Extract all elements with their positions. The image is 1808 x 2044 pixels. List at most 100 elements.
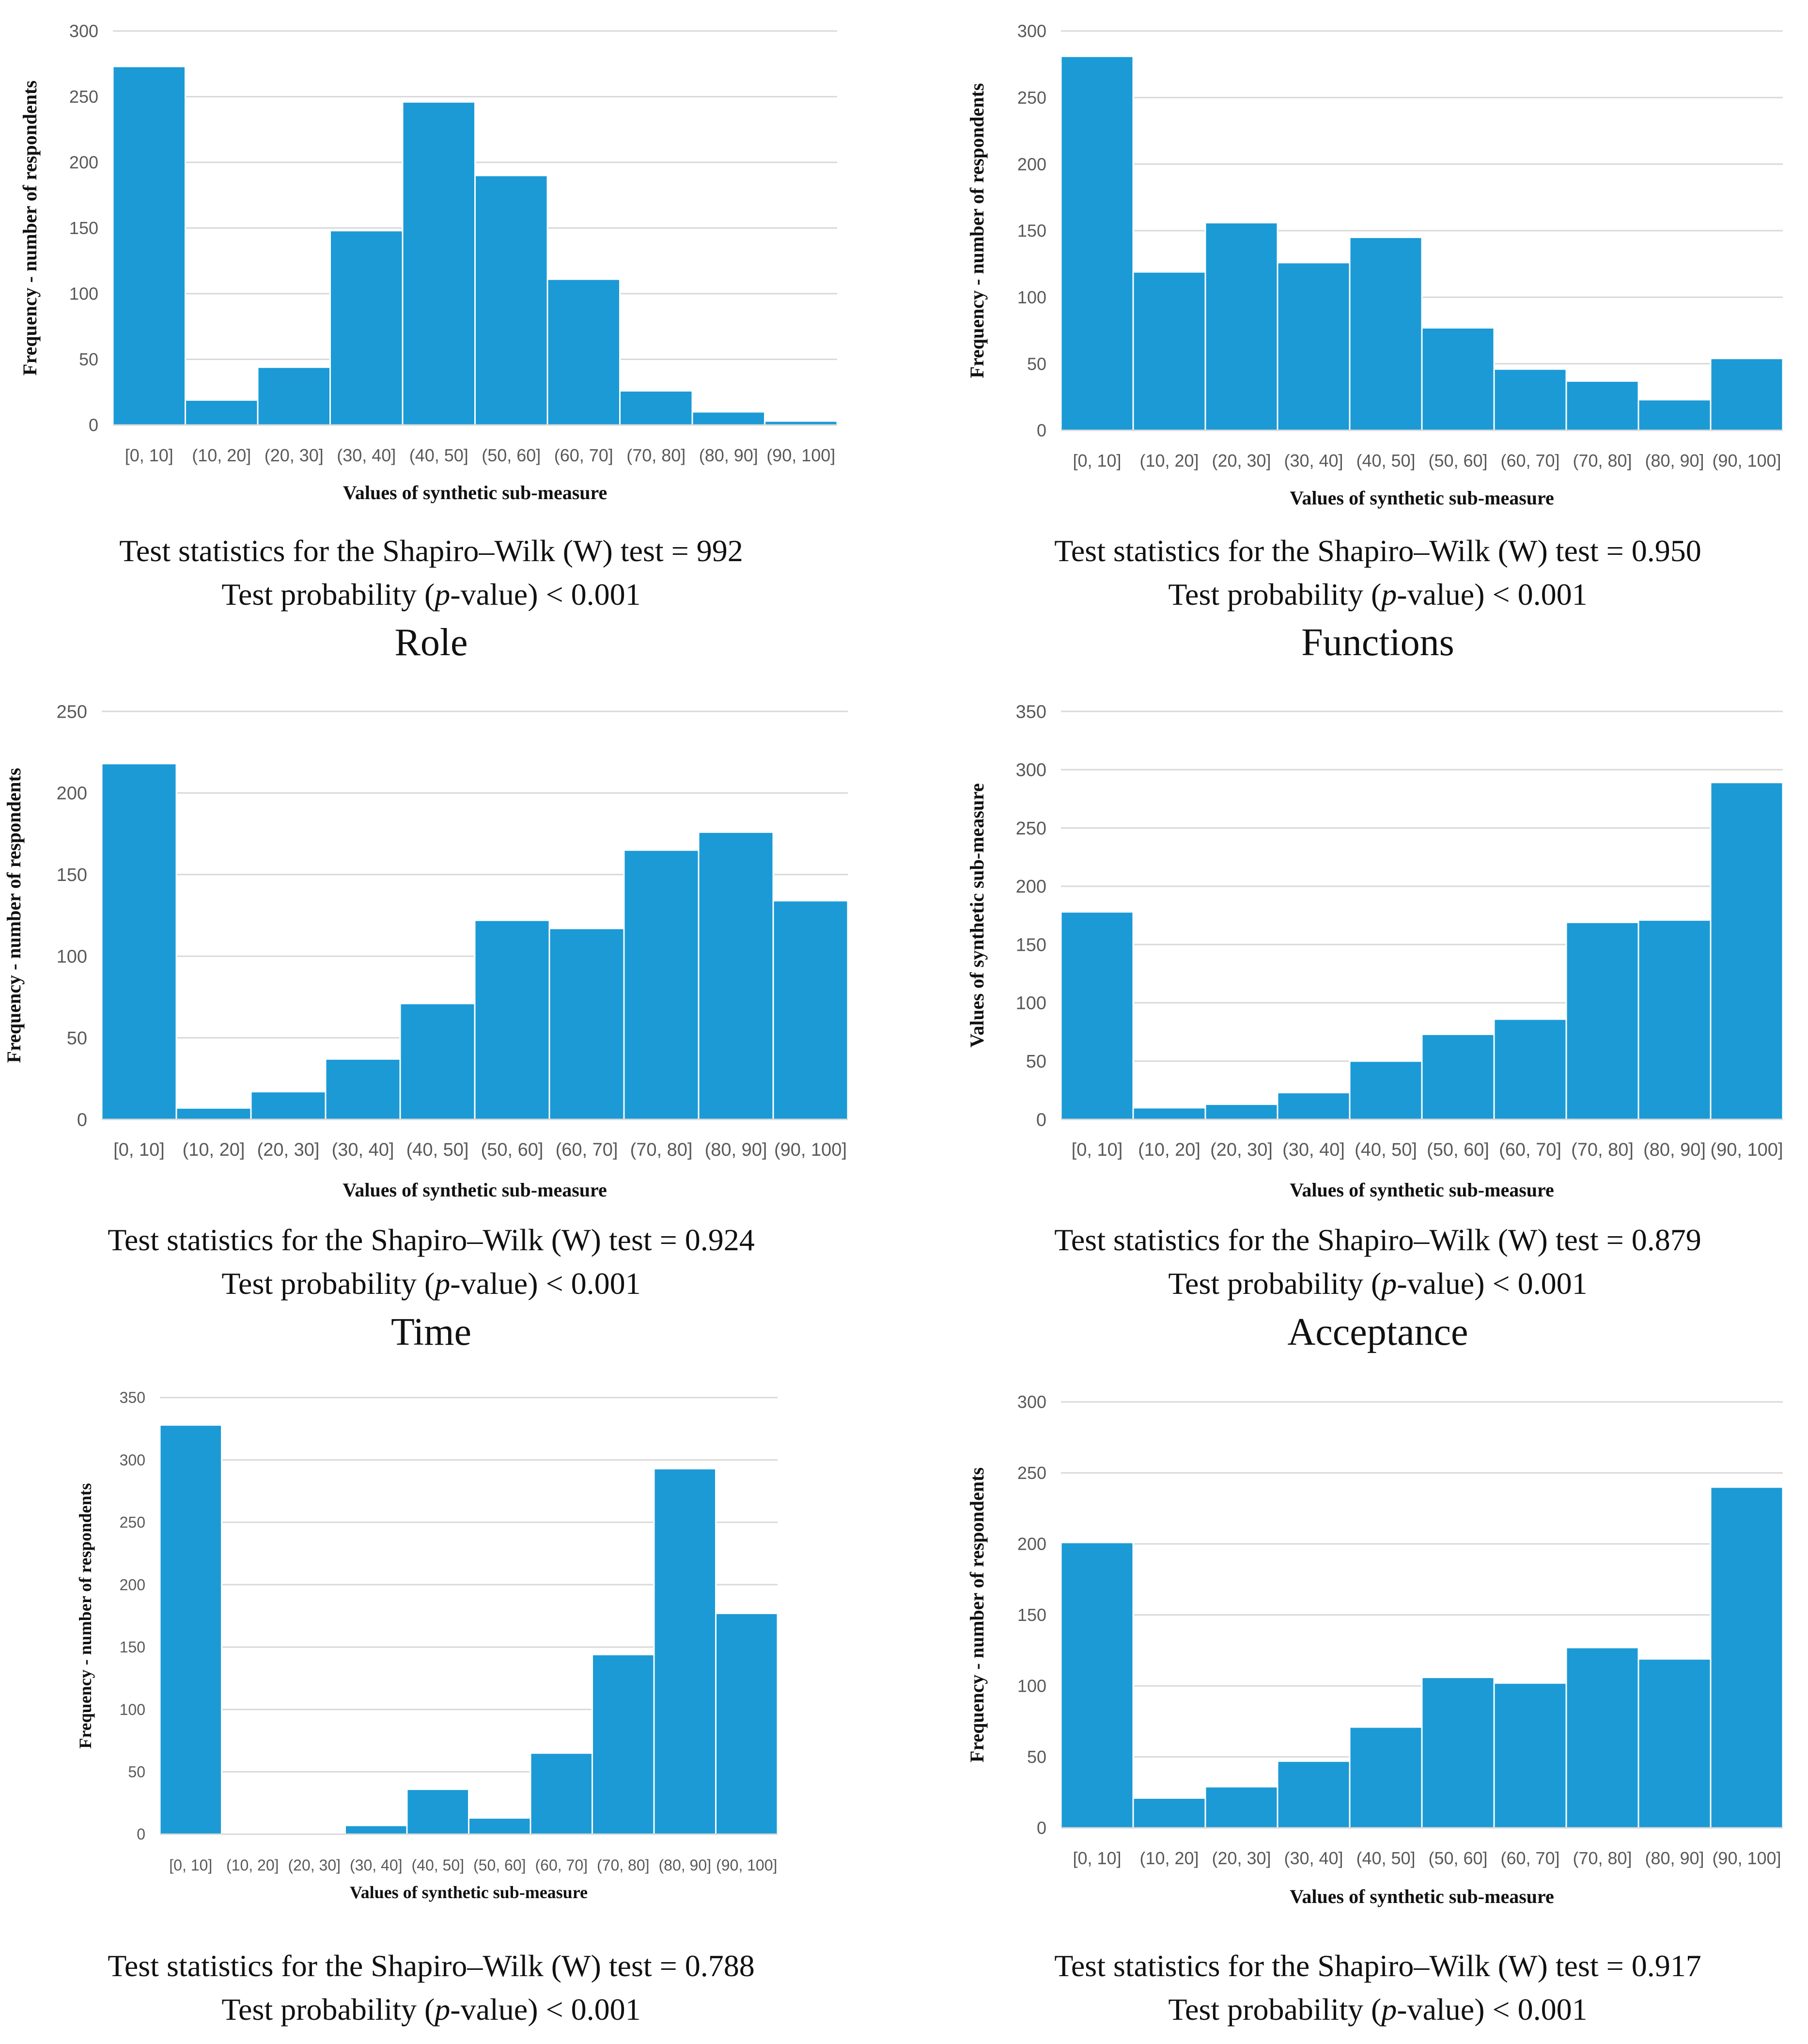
x-axis-title: Values of synthetic sub-measure [1290,487,1554,509]
histogram-panel-5: 0 50 100 150 200 250 300 350 [0, 10] (10, 20] (20,… [76,1389,779,2027]
histogram-panel-2: 0 50 100 150 200 250 300 [0, 10] (10, 20] (20, 30… [966,21,1784,664]
y-tick-label: 50 [67,1028,87,1049]
x-tick-label: [0, 10] [1073,451,1121,471]
x-tick-label: (90, 100] [1712,1848,1781,1868]
histogram-bar [402,101,476,426]
x-tick-label: (30, 40] [1282,1140,1345,1160]
x-tick-label: (30, 40] [350,1856,403,1874]
y-tick-label: 300 [120,1451,145,1469]
y-tick-label: 0 [137,1825,145,1843]
x-tick-label: (90, 100] [774,1140,847,1160]
histogram-panel-1: 0 50 100 150 200 250 300 [0, 10] (10, 20] (20, 30… [19,21,838,664]
sub-measure-caption: Role [394,621,468,664]
histogram-bar [691,411,765,426]
y-tick-label: 200 [1016,877,1046,897]
x-tick-label: (80, 90] [1643,1140,1706,1160]
x-tick-label: (20, 30] [265,445,324,465]
x-tick-label: (80, 90] [658,1856,711,1874]
x-tick-label: (40, 50] [406,1140,469,1160]
y-tick-label: 250 [69,87,98,107]
histogram-bar [546,278,621,426]
histogram-bar [1132,1797,1206,1829]
histogram-bar [474,174,548,426]
histogram-bar [1060,911,1134,1120]
shapiro-wilk-statistic: Test statistics for the Shapiro–Wilk (W)… [1054,534,1701,568]
x-axis-title: Values of synthetic sub-measure [1290,1886,1554,1907]
x-tick-label: (50, 60] [1428,451,1487,471]
histogram-bar [325,1058,401,1120]
y-tick-label: 250 [57,702,87,722]
histogram-panel-6: 0 50 100 150 200 250 300 [0, 10] (10, 20] (20, 30… [966,1392,1784,2027]
y-tick-label: 200 [69,153,98,173]
x-tick-label: (50, 60] [1427,1140,1489,1160]
histogram-bar [698,831,774,1120]
y-tick-label: 100 [1017,287,1046,307]
histogram-bar [530,1752,593,1835]
p-value-statement: Test probability (p-value) < 0.001 [221,1992,640,2027]
y-tick-label: 250 [1017,88,1046,108]
x-axis-title: Values of synthetic sub-measure [350,1883,588,1902]
y-tick-label: 200 [1017,154,1046,174]
histogram-bar [1204,222,1278,431]
x-tick-label: [0, 10] [1072,1140,1123,1160]
histogram-bar [1637,1658,1712,1829]
x-tick-label: (80, 90] [705,1140,767,1160]
shapiro-wilk-statistic: Test statistics for the Shapiro–Wilk (W)… [108,1949,754,1983]
y-tick-label: 150 [1016,935,1046,955]
x-tick-label: (30, 40] [1284,1848,1343,1868]
histogram-bar [1349,1726,1423,1829]
histogram-bar [1277,1760,1351,1829]
x-tick-label: (60, 70] [1499,1140,1561,1160]
x-tick-label: [0, 10] [169,1856,212,1874]
y-tick-label: 300 [1016,760,1046,781]
sub-measure-caption: Functions [1301,621,1454,664]
y-tick-label: 350 [1016,702,1046,722]
y-tick-label: 100 [1016,993,1046,1014]
y-tick-label: 150 [1017,221,1046,241]
x-axis-title: Values of synthetic sub-measure [1290,1179,1554,1201]
p-value-statement: Test probability (p-value) < 0.001 [1168,1992,1587,2027]
histogram-bar [1349,236,1423,431]
x-tick-label: (10, 20] [192,445,251,465]
histogram-bar [101,763,177,1120]
y-axis-title: Frequency - number of respondents [19,80,41,376]
x-tick-label: (10, 20] [183,1140,245,1160]
y-tick-label: 150 [1017,1605,1046,1625]
histogram-bar [548,928,625,1120]
histogram-bar [1060,55,1134,431]
x-tick-label: (20, 30] [288,1856,341,1874]
histogram-bar [772,900,849,1120]
histogram-bar [344,1824,408,1835]
histogram-bar [175,1107,252,1120]
x-tick-label: (70, 80] [1573,1848,1632,1868]
histogram-bar [1710,358,1784,431]
x-tick-label: (60, 70] [1500,1848,1559,1868]
x-tick-label: (10, 20] [1139,451,1199,471]
histogram-bar [653,1468,717,1835]
x-tick-label: (70, 80] [626,445,686,465]
histogram-bar [329,230,404,426]
histogram-bar [592,1653,655,1835]
histogram-bar [1277,262,1351,431]
y-tick-label: 200 [1017,1534,1046,1554]
x-tick-label: (90, 100] [766,445,835,465]
histogram-bar [1710,1486,1784,1829]
x-tick-label: [0, 10] [125,445,173,465]
x-tick-label: (70, 80] [1571,1140,1634,1160]
x-tick-label: (40, 50] [1356,451,1415,471]
histogram-bar [1565,1647,1639,1829]
x-tick-label: (10, 20] [1139,1848,1199,1868]
p-value-statement: Test probability (p-value) < 0.001 [1168,577,1587,612]
x-tick-label: (90, 100] [716,1856,777,1874]
y-tick-label: 50 [1026,1052,1046,1072]
y-tick-label: 250 [1016,818,1046,839]
x-tick-label: (50, 60] [473,1856,526,1874]
x-tick-label: [0, 10] [113,1140,165,1160]
x-tick-label: (70, 80] [1573,451,1632,471]
y-tick-label: 0 [89,415,98,435]
histogram-bar [1565,380,1639,431]
x-tick-label: (40, 50] [411,1856,464,1874]
histogram-bar [468,1817,531,1835]
y-axis-title: Frequency - number of respondents [966,83,988,378]
x-tick-label: (10, 20] [226,1856,279,1874]
